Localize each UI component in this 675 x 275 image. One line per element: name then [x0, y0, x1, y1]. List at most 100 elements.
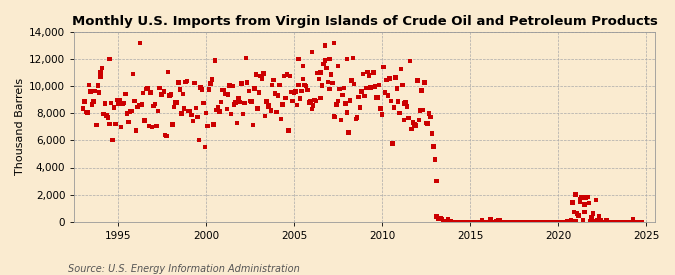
Point	[429, 157, 440, 161]
Point	[105, 101, 116, 105]
Point	[101, 114, 112, 118]
Point	[84, 83, 95, 87]
Point	[333, 99, 344, 103]
Point	[199, 145, 210, 149]
Point	[548, 219, 559, 224]
Point	[446, 219, 456, 224]
Point	[495, 219, 506, 224]
Point	[481, 219, 491, 224]
Point	[343, 130, 354, 134]
Point	[392, 86, 402, 91]
Point	[233, 97, 244, 101]
Point	[348, 56, 358, 60]
Point	[393, 99, 404, 104]
Point	[315, 96, 326, 100]
Point	[325, 72, 336, 77]
Point	[225, 112, 236, 116]
Point	[288, 99, 298, 103]
Point	[627, 217, 638, 221]
Point	[255, 74, 266, 78]
Point	[337, 93, 348, 97]
Point	[434, 216, 445, 220]
Point	[314, 77, 325, 81]
Point	[319, 43, 330, 48]
Point	[214, 109, 225, 114]
Point	[132, 105, 142, 109]
Point	[384, 76, 395, 81]
Point	[598, 219, 609, 224]
Point	[533, 219, 544, 224]
Point	[217, 88, 227, 92]
Point	[110, 122, 121, 126]
Point	[265, 108, 276, 113]
Point	[274, 83, 285, 87]
Point	[107, 138, 118, 142]
Point	[104, 122, 115, 126]
Point	[475, 219, 486, 224]
Point	[215, 100, 226, 104]
Point	[472, 219, 483, 224]
Point	[359, 94, 370, 98]
Point	[95, 70, 106, 75]
Point	[614, 219, 625, 224]
Point	[542, 219, 553, 224]
Point	[520, 219, 531, 224]
Point	[554, 219, 565, 224]
Point	[532, 219, 543, 224]
Point	[86, 102, 97, 107]
Point	[634, 219, 645, 224]
Point	[92, 83, 103, 88]
Point	[120, 92, 131, 96]
Point	[570, 219, 581, 224]
Point	[589, 219, 600, 224]
Point	[179, 106, 190, 111]
Point	[516, 219, 526, 224]
Point	[299, 83, 310, 87]
Point	[557, 219, 568, 224]
Point	[196, 87, 207, 92]
Point	[489, 219, 500, 224]
Point	[114, 98, 125, 103]
Point	[452, 219, 462, 224]
Point	[409, 122, 420, 127]
Point	[296, 89, 307, 93]
Point	[192, 115, 203, 119]
Point	[261, 99, 272, 104]
Point	[513, 219, 524, 224]
Point	[591, 198, 601, 202]
Point	[122, 111, 132, 116]
Point	[259, 114, 270, 118]
Point	[599, 219, 610, 224]
Point	[205, 81, 216, 86]
Point	[368, 70, 379, 75]
Point	[273, 93, 284, 98]
Point	[178, 92, 188, 96]
Point	[560, 219, 571, 224]
Point	[514, 219, 525, 224]
Point	[494, 218, 505, 223]
Point	[602, 219, 613, 224]
Point	[194, 138, 205, 142]
Point	[275, 117, 286, 121]
Point	[103, 115, 113, 120]
Point	[404, 59, 415, 63]
Point	[500, 219, 510, 224]
Point	[249, 86, 260, 91]
Point	[458, 219, 468, 224]
Point	[304, 100, 315, 104]
Point	[484, 219, 495, 224]
Point	[227, 84, 238, 88]
Point	[551, 219, 562, 224]
Point	[371, 95, 381, 100]
Point	[427, 131, 437, 136]
Point	[298, 77, 308, 81]
Point	[153, 109, 163, 113]
Point	[567, 200, 578, 205]
Point	[585, 219, 595, 224]
Point	[360, 86, 371, 90]
Point	[161, 134, 172, 138]
Point	[587, 215, 597, 219]
Point	[399, 118, 410, 122]
Point	[373, 95, 383, 100]
Point	[367, 85, 377, 89]
